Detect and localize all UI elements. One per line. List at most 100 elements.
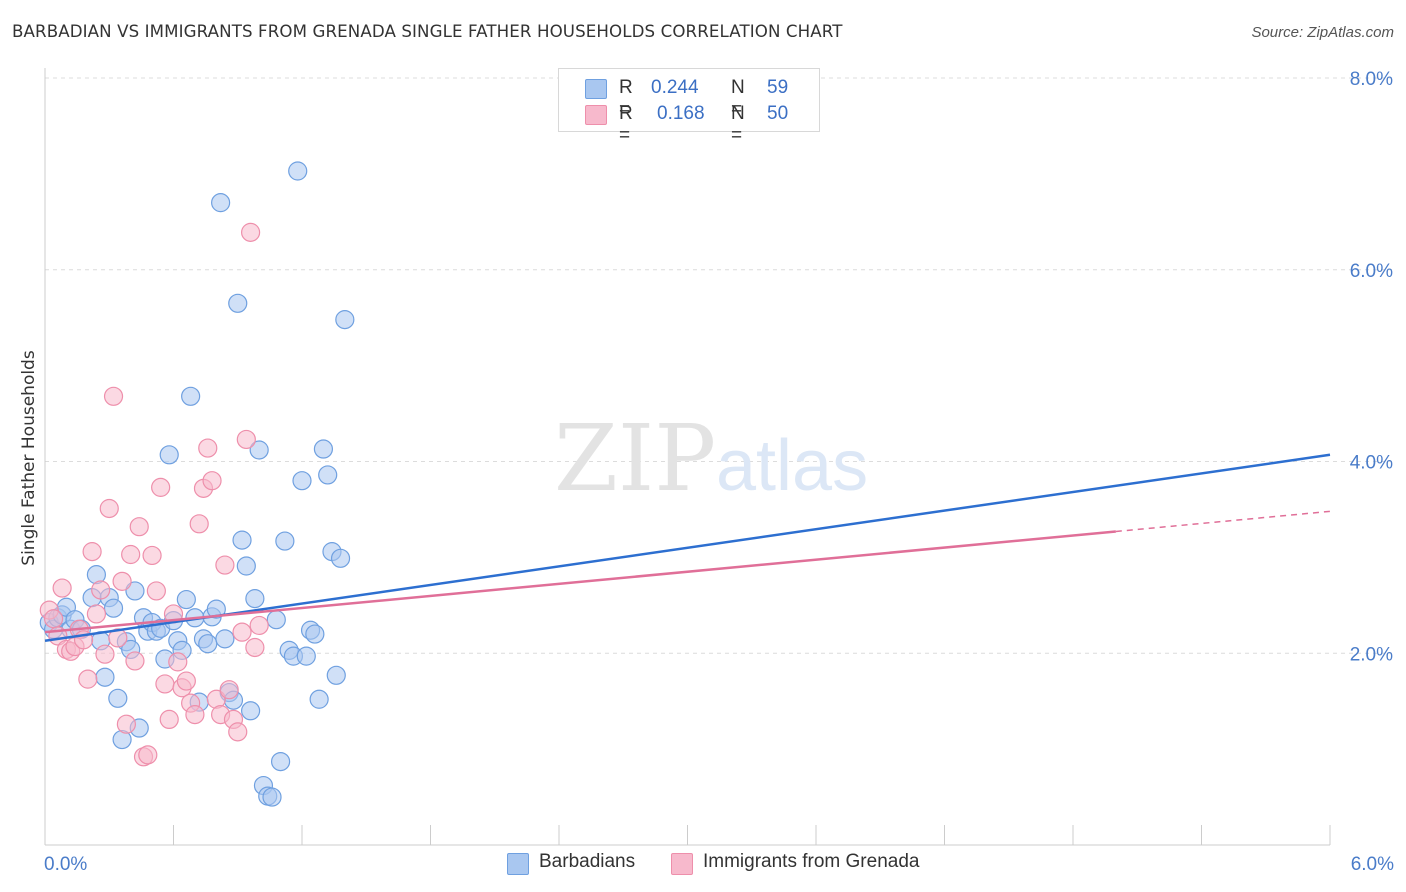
data-point: [91, 580, 111, 600]
data-point: [232, 530, 252, 550]
y-tick-label: 2.0%: [1350, 644, 1393, 665]
legend-r-value: 0.244: [651, 77, 699, 98]
data-point: [270, 751, 291, 772]
data-point: [245, 637, 265, 658]
data-point: [125, 651, 145, 671]
data-point: [241, 222, 261, 242]
data-point: [159, 709, 179, 730]
bottom-legend-swatch-grenada: [671, 853, 693, 875]
legend-swatch-grenada: [585, 105, 607, 125]
data-point: [129, 517, 149, 537]
data-point: [335, 310, 355, 330]
legend-r-label: R =: [619, 77, 633, 120]
legend-n-value: 50: [767, 103, 789, 124]
data-point: [236, 556, 256, 576]
legend-r-label: R =: [619, 103, 633, 146]
data-point: [155, 674, 175, 694]
data-point: [198, 634, 218, 654]
data-point: [326, 665, 346, 685]
data-point: [112, 571, 132, 591]
x-tick-label: 6.0%: [1351, 854, 1394, 875]
data-point: [215, 555, 235, 575]
legend-n-label: N =: [731, 103, 745, 146]
axes: [44, 68, 1331, 846]
data-point: [108, 628, 128, 648]
data-point: [146, 581, 166, 601]
data-point: [95, 644, 115, 664]
data-point: [249, 440, 269, 460]
data-point: [266, 610, 286, 630]
data-points: [39, 161, 355, 807]
legend-n-label: N =: [731, 77, 745, 120]
watermark-zip: ZIP: [554, 405, 716, 512]
data-point: [288, 161, 308, 181]
trend-line-series-1: [44, 530, 1116, 634]
data-point: [103, 598, 124, 618]
data-point: [228, 293, 248, 313]
bottom-legend-label: Immigrants from Grenada: [703, 851, 920, 872]
data-point: [99, 498, 119, 519]
data-point: [125, 581, 145, 601]
data-point: [121, 544, 141, 565]
data-point: [168, 652, 188, 672]
data-point: [202, 471, 222, 491]
data-point: [305, 624, 325, 644]
legend-swatch-barbadians: [585, 79, 607, 99]
data-point: [86, 604, 107, 624]
data-point: [245, 589, 265, 609]
data-point: [181, 386, 201, 406]
data-point: [52, 578, 72, 598]
data-point: [95, 667, 115, 687]
y-tick-label: 4.0%: [1350, 453, 1393, 474]
trend-line-series-0: [44, 453, 1331, 643]
watermark: ZIP atlas: [554, 405, 868, 512]
data-point: [176, 589, 196, 610]
trend-extension-series-1: [1115, 510, 1331, 533]
data-point: [219, 680, 239, 700]
data-point: [249, 615, 269, 636]
data-point: [330, 548, 351, 568]
data-point: [189, 514, 209, 534]
data-point: [275, 531, 295, 551]
data-point: [138, 745, 158, 765]
data-point: [228, 722, 248, 742]
y-axis-label: Single Father Households: [19, 350, 39, 566]
y-tick-label: 8.0%: [1350, 69, 1393, 90]
data-point: [292, 471, 312, 491]
data-point: [43, 609, 64, 629]
data-point: [236, 429, 256, 450]
data-point: [151, 477, 171, 497]
y-tick-label: 6.0%: [1350, 261, 1393, 282]
bottom-legend-label: Barbadians: [539, 851, 636, 872]
data-point: [159, 445, 179, 465]
watermark-atlas: atlas: [716, 426, 868, 506]
data-point: [142, 545, 162, 566]
data-point: [185, 705, 205, 725]
tick-labels: 2.0% 4.0% 6.0% 8.0% 0.0% 6.0%: [44, 69, 1394, 875]
data-point: [198, 438, 218, 458]
correlation-legend: R = 0.244 N = 59 R = 0.168 N = 50: [558, 68, 820, 146]
data-point: [103, 386, 124, 406]
data-point: [108, 688, 128, 708]
data-point: [318, 465, 338, 485]
trend-lines: [44, 453, 1331, 643]
data-point: [313, 439, 334, 459]
data-point: [296, 646, 316, 666]
data-point: [82, 542, 102, 562]
bottom-legend-swatch-barbadians: [507, 853, 529, 875]
data-point: [232, 622, 252, 642]
data-point: [241, 701, 261, 721]
data-point: [215, 629, 235, 649]
x-tick-label: 0.0%: [44, 854, 87, 875]
data-point: [206, 599, 226, 619]
series-1-points: [39, 222, 269, 767]
chart-title: BARBADIAN VS IMMIGRANTS FROM GRENADA SIN…: [12, 22, 843, 42]
data-point: [116, 714, 136, 734]
legend-r-value: 0.168: [657, 103, 705, 124]
data-point: [211, 193, 231, 213]
chart-source: Source: ZipAtlas.com: [1251, 24, 1394, 41]
legend-n-value: 59: [767, 77, 789, 98]
data-point: [78, 669, 98, 689]
data-point: [309, 689, 329, 709]
